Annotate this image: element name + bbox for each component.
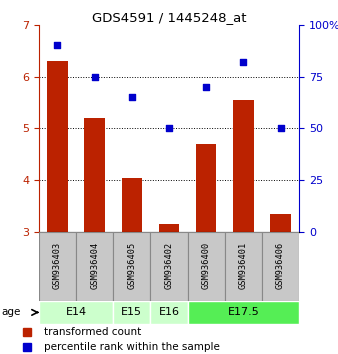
Bar <box>150 232 188 301</box>
Point <box>55 42 60 48</box>
Text: GSM936403: GSM936403 <box>53 241 62 289</box>
Text: E16: E16 <box>159 307 179 318</box>
Bar <box>262 232 299 301</box>
Bar <box>159 224 179 232</box>
Point <box>203 84 209 90</box>
Text: GSM936402: GSM936402 <box>165 241 173 289</box>
Point <box>166 125 172 131</box>
Bar <box>196 144 216 232</box>
Text: E17.5: E17.5 <box>227 307 259 318</box>
Bar <box>39 232 76 301</box>
Bar <box>84 118 105 232</box>
Bar <box>188 232 225 301</box>
Text: percentile rank within the sample: percentile rank within the sample <box>44 342 220 352</box>
Text: GSM936400: GSM936400 <box>202 241 211 289</box>
Text: E14: E14 <box>66 307 87 318</box>
Bar <box>233 100 254 232</box>
Text: transformed count: transformed count <box>44 327 141 337</box>
Text: GSM936404: GSM936404 <box>90 241 99 289</box>
Bar <box>47 61 68 232</box>
Bar <box>113 232 150 301</box>
Bar <box>270 214 291 232</box>
Point <box>278 125 283 131</box>
Text: E15: E15 <box>121 307 142 318</box>
Text: GSM936405: GSM936405 <box>127 241 136 289</box>
Bar <box>225 232 262 301</box>
Bar <box>113 301 150 324</box>
Title: GDS4591 / 1445248_at: GDS4591 / 1445248_at <box>92 11 246 24</box>
Bar <box>76 232 113 301</box>
Bar <box>188 301 299 324</box>
Point <box>129 95 135 100</box>
Bar <box>39 301 113 324</box>
Bar <box>150 301 188 324</box>
Text: GSM936401: GSM936401 <box>239 241 248 289</box>
Point <box>241 59 246 65</box>
Bar <box>122 177 142 232</box>
Text: GSM936406: GSM936406 <box>276 241 285 289</box>
Point <box>92 74 97 79</box>
Text: age: age <box>2 307 21 318</box>
